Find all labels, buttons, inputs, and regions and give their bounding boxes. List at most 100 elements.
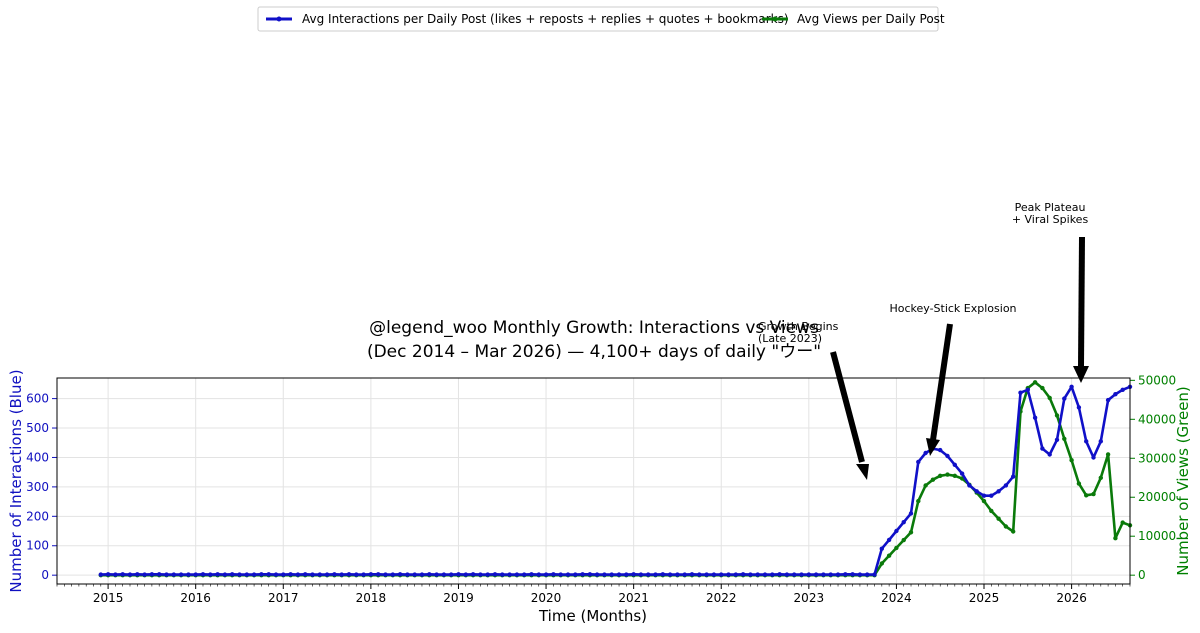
interactions-point: [376, 572, 381, 577]
views-point: [1040, 385, 1045, 391]
views-point: [1054, 413, 1060, 418]
x-tick-label: 2017: [268, 591, 299, 605]
interactions-point: [310, 572, 315, 577]
interactions-point: [806, 572, 811, 577]
interactions-point: [587, 572, 593, 577]
views-line: [100, 380, 1131, 577]
annotation-hockey-line-1: Hockey-Stick Explosion: [889, 302, 1016, 315]
y-right-tick-label: 20000: [1138, 490, 1176, 504]
interactions-point: [361, 572, 366, 577]
interactions-point: [580, 572, 585, 577]
views-point: [1113, 536, 1118, 541]
views-point: [996, 516, 1001, 521]
interactions-point: [602, 572, 607, 577]
interactions-point: [923, 450, 928, 456]
interactions-point: [354, 572, 359, 577]
views-point: [1003, 524, 1009, 529]
x-tick-label: 2022: [706, 591, 737, 605]
interactions-point: [470, 572, 476, 577]
interactions-point: [638, 572, 644, 577]
interactions-point: [1025, 387, 1031, 392]
interactions-point: [251, 572, 257, 577]
x-tick-label: 2021: [618, 591, 649, 605]
interactions-point: [1047, 452, 1052, 457]
legend-label-interactions: Avg Interactions per Daily Post (likes +…: [302, 12, 789, 26]
interactions-line: [100, 385, 1131, 576]
interactions-point: [726, 572, 731, 577]
views-point: [945, 472, 950, 477]
interactions-point: [1032, 415, 1038, 420]
views-point: [952, 473, 957, 478]
interactions-point: [1084, 439, 1089, 444]
interactions-point: [697, 572, 702, 577]
interactions-point: [755, 572, 760, 577]
views-point: [989, 508, 994, 514]
interactions-point: [660, 572, 665, 577]
interactions-point: [543, 572, 549, 577]
interactions-point: [1054, 437, 1060, 442]
interactions-point: [1069, 384, 1074, 389]
interactions-point: [1120, 387, 1125, 392]
interactions-point: [1113, 392, 1118, 397]
interactions-point: [427, 572, 432, 577]
interactions-point: [828, 572, 833, 577]
views-point: [1105, 452, 1111, 457]
y-right-tick-label: 50000: [1138, 373, 1176, 387]
interactions-point: [1018, 390, 1023, 395]
y-axis-right-label: Number of Views (Green): [1174, 386, 1192, 576]
interactions-point: [704, 572, 709, 577]
interactions-point: [996, 489, 1001, 494]
interactions-point: [959, 471, 965, 476]
interactions-point: [120, 572, 125, 577]
interactions-point: [390, 572, 395, 577]
interactions-point: [624, 572, 629, 577]
interactions-point: [551, 572, 556, 577]
views-point: [1084, 493, 1089, 498]
interactions-point: [609, 572, 614, 577]
x-tick-label: 2024: [881, 591, 912, 605]
x-tick-label: 2015: [93, 591, 124, 605]
interactions-point: [646, 572, 651, 577]
y-left-tick-label: 500: [26, 421, 49, 435]
interactions-point: [711, 572, 717, 577]
views-point: [1120, 520, 1125, 525]
annotation-growth-arrow: [830, 351, 865, 463]
plot-frame: [56, 377, 1131, 585]
grid: [57, 378, 1130, 584]
x-tick-label: 2026: [1056, 591, 1087, 605]
interactions-point: [135, 572, 140, 577]
interactions-point: [222, 572, 228, 577]
annotation-hockey-arrow: [930, 323, 953, 441]
interactions-point: [631, 572, 636, 577]
annotation-growth-begins: Growth Begins (Late 2023): [758, 320, 869, 480]
interactions-point: [792, 572, 797, 577]
interactions-point: [1011, 474, 1016, 479]
interactions-point: [449, 572, 454, 577]
x-tick-label: 2020: [531, 591, 562, 605]
interactions-point: [339, 572, 344, 577]
interactions-point: [288, 572, 293, 577]
y-left-tick-label: 400: [26, 450, 49, 464]
interactions-point: [492, 572, 498, 577]
views-point: [901, 537, 906, 543]
views-point: [1062, 436, 1067, 441]
interactions-point: [573, 572, 578, 577]
interactions-point: [412, 572, 417, 577]
views-point: [894, 545, 899, 551]
interactions-point: [908, 511, 914, 516]
interactions-point: [324, 572, 330, 577]
views-point: [1076, 481, 1082, 486]
y-left-tick-label: 100: [26, 539, 49, 553]
interactions-point: [762, 572, 768, 577]
interactions-point: [821, 572, 826, 577]
interactions-point: [843, 572, 848, 577]
interactions-point: [368, 572, 374, 577]
interactions-point: [653, 572, 658, 577]
interactions-point: [383, 572, 388, 577]
interactions-point: [529, 572, 534, 577]
interactions-point: [463, 572, 468, 577]
interactions-point: [215, 572, 220, 577]
interactions-point: [434, 572, 439, 577]
views-point: [930, 477, 936, 482]
x-tick-label: 2025: [969, 591, 1000, 605]
